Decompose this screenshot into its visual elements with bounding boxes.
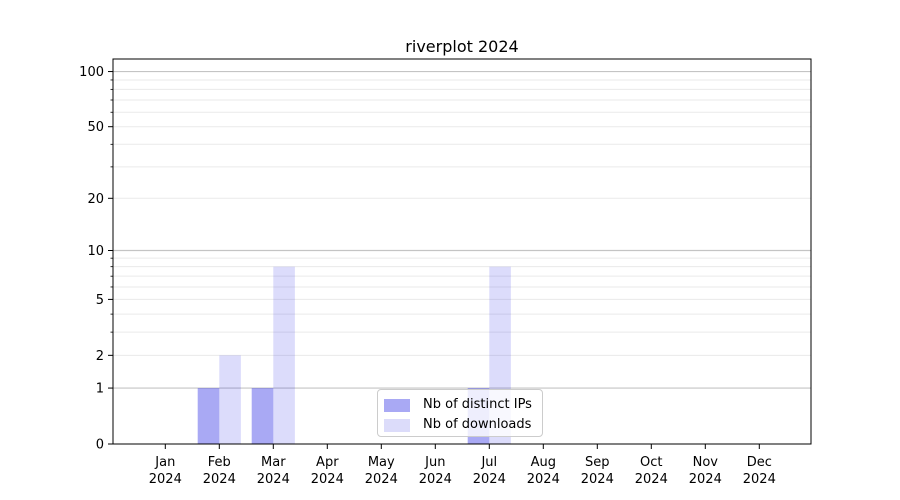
x-tick-label-year: 2024 <box>149 472 182 487</box>
bar-mar-distinct-ips <box>251 388 274 444</box>
x-tick-label-year: 2024 <box>743 472 776 487</box>
bar-feb-downloads <box>219 355 241 444</box>
x-tick-label-month: Jan <box>154 455 175 470</box>
x-tick-label-year: 2024 <box>527 472 560 487</box>
legend-swatch-distinct-ips-icon <box>384 398 410 412</box>
x-tick-label-month: Jul <box>480 455 497 470</box>
x-tick-label-month: Dec <box>747 455 772 470</box>
x-tick-label-month: Mar <box>261 455 286 470</box>
x-tick-label-year: 2024 <box>203 472 236 487</box>
x-tick-label-year: 2024 <box>473 472 506 487</box>
x-tick-label-month: Sep <box>585 455 610 470</box>
x-tick-label-month: Oct <box>640 455 662 470</box>
legend: Nb of distinct IPs Nb of downloads <box>377 389 543 437</box>
y-tick-label: 5 <box>96 293 104 308</box>
x-tick-label-month: Jun <box>424 455 445 470</box>
x-tick-label-month: Aug <box>531 455 556 470</box>
y-tick-label: 50 <box>87 120 104 135</box>
plot-border <box>112 58 812 445</box>
x-tick-label-year: 2024 <box>257 472 290 487</box>
legend-item-distinct-ips: Nb of distinct IPs <box>384 395 542 415</box>
y-tick-label: 10 <box>87 244 104 259</box>
legend-swatch-downloads-icon <box>384 418 410 432</box>
y-tick-label: 2 <box>96 349 104 364</box>
y-tick-label: 20 <box>87 192 104 207</box>
x-tick-label-month: Apr <box>316 455 339 470</box>
y-tick-label: 0 <box>96 438 104 453</box>
legend-item-downloads: Nb of downloads <box>384 415 542 435</box>
bar-feb-distinct-ips <box>197 388 220 444</box>
y-tick-label: 100 <box>79 65 104 80</box>
x-tick-label-month: May <box>368 455 395 470</box>
x-tick-label-year: 2024 <box>365 472 398 487</box>
bar-mar-downloads <box>273 266 295 444</box>
x-tick-label-month: Nov <box>693 455 719 470</box>
legend-label-downloads: Nb of downloads <box>423 417 532 432</box>
x-tick-label-year: 2024 <box>419 472 452 487</box>
x-tick-label-year: 2024 <box>311 472 344 487</box>
x-tick-label-year: 2024 <box>581 472 614 487</box>
x-tick-label-year: 2024 <box>635 472 668 487</box>
y-tick-label: 1 <box>96 382 104 397</box>
legend-label-distinct-ips: Nb of distinct IPs <box>423 397 532 412</box>
x-tick-label-year: 2024 <box>689 472 722 487</box>
chart-title: riverplot 2024 <box>405 37 519 56</box>
x-tick-label-month: Feb <box>208 455 231 470</box>
